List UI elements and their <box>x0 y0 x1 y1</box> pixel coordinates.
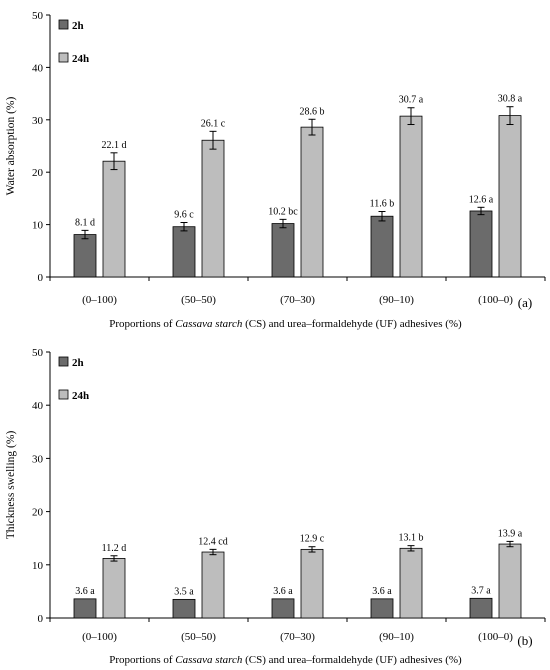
bar-24h <box>201 139 225 278</box>
y-tick-label: 30 <box>32 453 44 465</box>
bar-24h <box>102 160 126 278</box>
bar-2h <box>370 215 394 278</box>
data-label: 3.6 a <box>75 586 95 597</box>
y-tick-label: 0 <box>38 272 44 284</box>
data-label: 12.4 cd <box>198 536 227 547</box>
data-label: 10.2 bc <box>268 206 298 217</box>
data-label: 11.6 b <box>370 199 395 210</box>
y-tick-label: 10 <box>32 220 44 232</box>
bar-24h <box>201 551 225 619</box>
legend-label-24h: 24h <box>72 390 89 402</box>
data-label: 9.6 c <box>174 210 194 221</box>
x-tick-label: (0–100) <box>82 294 117 306</box>
x-tick-label: (70–30) <box>280 631 315 643</box>
y-tick-label: 30 <box>32 115 44 127</box>
legend-swatch-2h <box>58 19 69 30</box>
data-label: 26.1 c <box>201 118 226 129</box>
data-label: 12.6 a <box>469 194 494 205</box>
x-tick-label: (50–50) <box>181 294 216 306</box>
bar-24h <box>498 115 522 278</box>
bar-2h <box>370 598 394 619</box>
data-label: 8.1 d <box>75 217 95 228</box>
panel-label: (a) <box>518 295 532 310</box>
data-label: 22.1 d <box>102 140 127 151</box>
chart-panel-b: 0 10 20 30 40 50 Thickness swelling (%) (0–100)… <box>5 347 546 666</box>
data-label: 3.7 a <box>471 585 491 596</box>
y-tick-label: 10 <box>32 560 44 572</box>
legend-swatch-24h <box>58 389 69 400</box>
x-axis-label: Proportions of Cassava starch (CS) and u… <box>109 654 462 666</box>
bar-24h <box>399 115 423 278</box>
data-label: 30.8 a <box>498 94 523 105</box>
bar-2h <box>172 598 196 619</box>
bar-2h <box>271 223 295 278</box>
y-tick-label: 50 <box>32 347 44 359</box>
data-label: 3.5 a <box>174 586 194 597</box>
legend-label-24h: 24h <box>72 53 89 65</box>
y-tick-label: 50 <box>32 10 44 22</box>
legend-label-2h: 2h <box>72 357 84 369</box>
x-tick-label: (90–10) <box>379 294 414 306</box>
data-label: 11.2 d <box>102 543 127 554</box>
bar-2h <box>271 598 295 619</box>
y-tick-label: 0 <box>38 613 44 625</box>
x-tick-label: (100–0) <box>478 631 513 643</box>
y-axis-label: Thickness swelling (%) <box>5 431 17 540</box>
bar-24h <box>102 558 126 619</box>
data-label: 13.9 a <box>498 528 523 539</box>
data-label: 28.6 b <box>300 106 325 117</box>
data-label: 3.6 a <box>273 586 293 597</box>
panel-label: (b) <box>517 633 532 648</box>
bar-2h <box>172 226 196 278</box>
bar-2h <box>73 234 97 278</box>
bar-24h <box>399 547 423 619</box>
y-tick-label: 40 <box>32 62 44 74</box>
bar-24h <box>300 126 324 278</box>
bar-2h <box>73 598 97 619</box>
x-tick-label: (70–30) <box>280 294 315 306</box>
data-label: 3.6 a <box>372 586 392 597</box>
x-tick-label: (90–10) <box>379 631 414 643</box>
x-tick-label: (50–50) <box>181 631 216 643</box>
y-tick-label: 40 <box>32 400 44 412</box>
x-tick-label: (0–100) <box>82 631 117 643</box>
data-label: 13.1 b <box>399 533 424 544</box>
bar-2h <box>469 597 493 619</box>
bar-2h <box>469 210 493 278</box>
legend-swatch-24h <box>58 52 69 63</box>
x-tick-label: (100–0) <box>478 294 513 306</box>
y-axis-label: Water absorption (%) <box>5 96 17 195</box>
bar-24h <box>498 543 522 619</box>
chart-panel-a: 0 10 20 30 40 50 Water absorption (%) (0–100) 8.… <box>5 10 546 330</box>
data-label: 30.7 a <box>399 95 424 106</box>
legend-swatch-2h <box>58 356 69 367</box>
legend-label-2h: 2h <box>72 20 84 32</box>
x-axis-label: Proportions of Cassava starch (CS) and u… <box>109 318 462 330</box>
y-tick-label: 20 <box>32 167 44 179</box>
data-label: 12.9 c <box>300 534 325 545</box>
bar-24h <box>300 548 324 619</box>
y-tick-label: 20 <box>32 507 44 519</box>
